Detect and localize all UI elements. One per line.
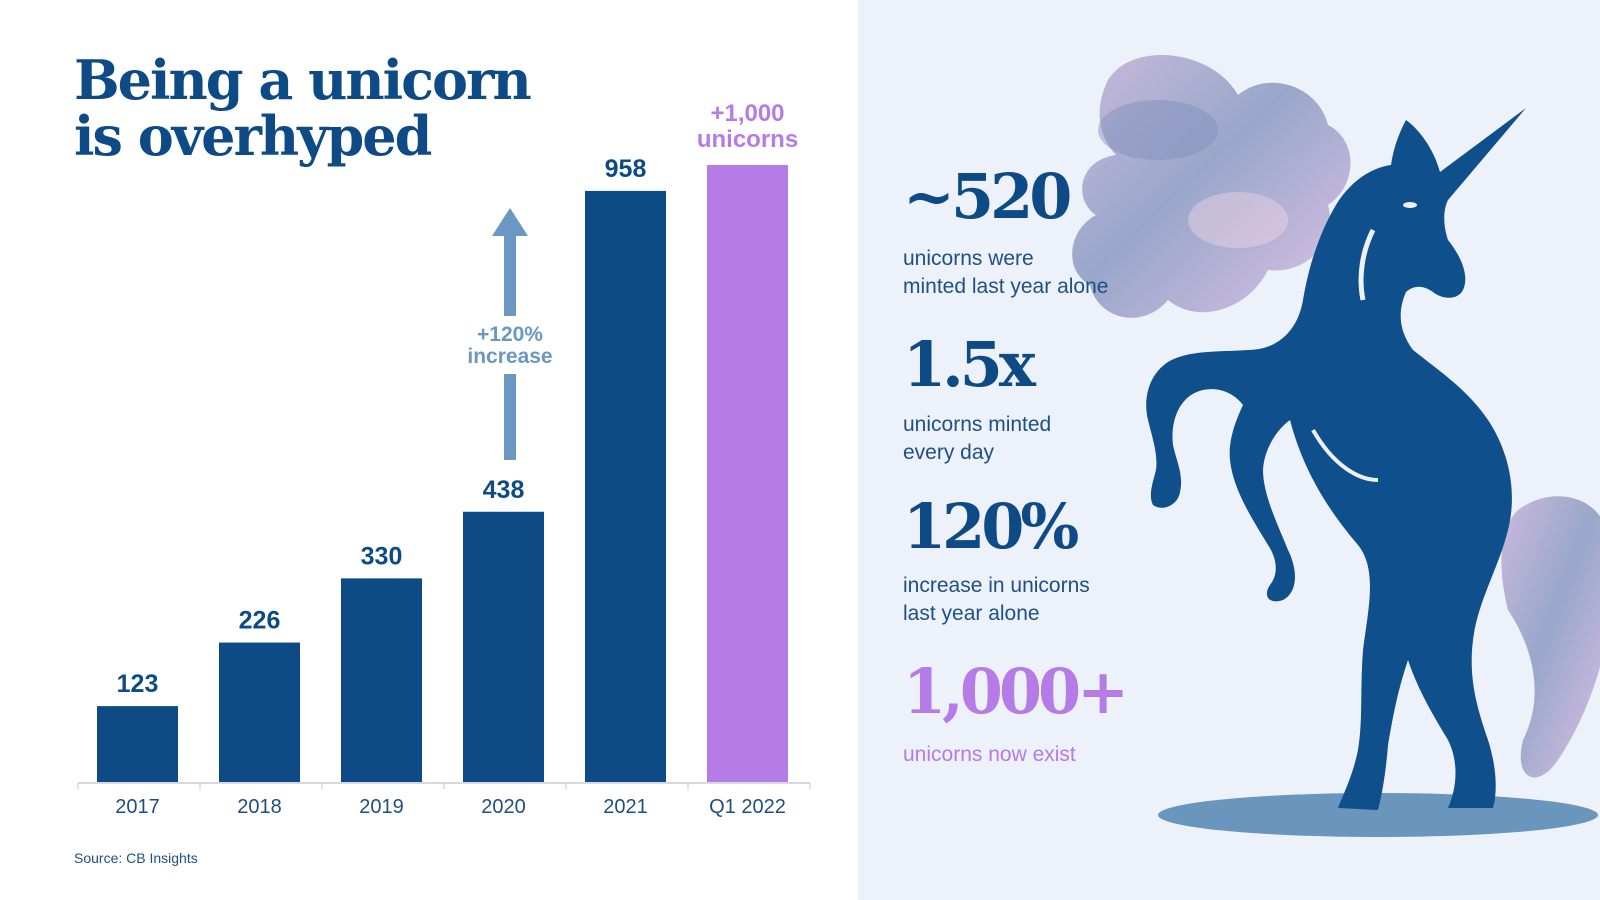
bar-chart: 123 2017 226 2018 330 2019 438 2020 958 2021 +1,00… <box>77 100 811 818</box>
cloud-tail <box>1501 496 1600 778</box>
stat-desc-line: every day <box>903 441 995 464</box>
bar-value-label: unicorns <box>697 126 798 153</box>
title-line-2: is overhyped <box>74 104 432 168</box>
stat-desc-line: unicorns minted <box>903 413 1052 436</box>
x-tick-label: 2021 <box>603 796 648 818</box>
bar <box>707 165 788 782</box>
bar-value-label: 438 <box>483 476 525 504</box>
stat-desc-line: minted last year alone <box>903 275 1109 298</box>
chart-panel: Being a unicorn is overhyped 123 2017 226 2… <box>74 48 811 866</box>
bar <box>341 578 422 782</box>
stat-desc-per-day: unicorns minted every day <box>903 411 1163 467</box>
stat-value-increase: 120% <box>903 490 1079 563</box>
bar-value-label: 226 <box>239 607 281 635</box>
page-title: Being a unicorn is overhyped <box>74 48 532 168</box>
stat-desc-line: increase in unicorns <box>903 574 1090 597</box>
source-note: Source: CB Insights <box>74 850 198 866</box>
bar-value-label: 958 <box>605 155 647 183</box>
stat-value-per-day: 1.5x <box>903 328 1036 401</box>
stat-desc-total: unicorns now exist <box>903 741 1163 769</box>
increase-arrow-head <box>492 208 528 236</box>
increase-arrow-shaft <box>504 232 516 316</box>
stat-value-unicorns-minted: ~520 <box>903 160 1072 233</box>
stat-desc-unicorns-minted: unicorns were minted last year alone <box>903 245 1163 301</box>
stats-panel: ~520 unicorns were minted last year alon… <box>858 0 1600 900</box>
x-tick-label: 2018 <box>237 796 282 818</box>
bar <box>219 642 300 782</box>
unicorn-icon <box>1072 54 1600 837</box>
title-line-1: Being a unicorn <box>74 48 532 112</box>
bar <box>585 190 666 782</box>
x-tick-label: 2019 <box>359 796 404 818</box>
bar-value-label: 330 <box>361 542 403 570</box>
stat-desc-increase: increase in unicorns last year alone <box>903 572 1163 628</box>
annotation-label: increase <box>467 345 552 368</box>
stat-desc-line: unicorns now exist <box>903 743 1076 766</box>
stat-desc-line: last year alone <box>903 602 1040 625</box>
increase-arrow-shaft-lower <box>504 374 516 460</box>
annotation-label: +120% <box>477 323 543 346</box>
x-tick-label: 2020 <box>481 796 526 818</box>
bar <box>463 511 544 782</box>
stat-value-total: 1,000+ <box>903 655 1129 728</box>
x-tick-label: Q1 2022 <box>709 796 786 818</box>
bar-value-label: 123 <box>117 670 159 698</box>
x-tick-label: 2017 <box>115 796 160 818</box>
cloud-mane <box>1072 54 1351 318</box>
bar-value-label: +1,000 <box>710 100 784 127</box>
bar <box>97 706 178 782</box>
stat-desc-line: unicorns were <box>903 247 1034 270</box>
